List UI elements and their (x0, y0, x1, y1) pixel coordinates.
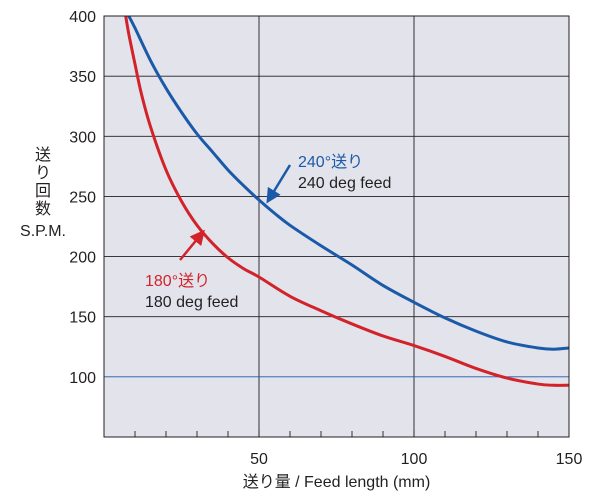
y-axis-title-line: 回 (35, 183, 51, 200)
plot-frame (103, 15, 570, 438)
y-tick-label: 400 (69, 9, 96, 26)
y-axis-title-line: 送 (35, 146, 51, 164)
y-tick-label: 100 (69, 370, 96, 387)
series-line (127, 15, 570, 351)
x-axis-title: 送り量 / Feed length (mm) (243, 473, 431, 491)
y-axis-title-line: S.P.M. (20, 223, 66, 240)
annotation-arrow (266, 164, 292, 204)
annotation-label-jp: 240°送り (298, 153, 363, 171)
x-tick-marks (134, 431, 539, 437)
y-tick-label: 350 (69, 69, 96, 86)
y-axis-title-line: り (35, 165, 51, 182)
y-tick-label: 150 (69, 310, 96, 327)
series-line (124, 15, 570, 387)
plot-area (104, 16, 569, 437)
x-tick-labels: 50 100 150 (250, 451, 582, 468)
y-tick-label: 250 (69, 189, 96, 206)
x-tick-label: 150 (556, 451, 583, 468)
x-tick-label: 100 (401, 451, 428, 468)
annotation-label-jp: 180°送り (145, 272, 210, 290)
annotation-arrow (179, 229, 205, 261)
y-axis-title-line: 数 (35, 200, 51, 218)
series-annotations: 240°送り 240 deg feed 180°送り 180 deg feed (145, 153, 391, 311)
y-tick-label: 200 (69, 250, 96, 267)
series-lines (124, 15, 570, 387)
y-tick-label: 300 (69, 129, 96, 146)
x-tick-label: 50 (250, 451, 268, 468)
annotation-label-en: 240 deg feed (298, 175, 391, 192)
y-tick-labels: 100 150 200 250 300 350 400 (69, 9, 96, 387)
annotation-label-en: 180 deg feed (145, 294, 238, 311)
